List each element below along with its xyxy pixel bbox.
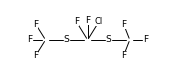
Text: S: S (106, 35, 111, 44)
Text: S: S (64, 35, 69, 44)
Text: F: F (121, 51, 126, 60)
Text: F: F (27, 35, 32, 44)
Text: Cl: Cl (95, 17, 103, 26)
Text: F: F (33, 51, 38, 60)
Text: F: F (33, 20, 38, 29)
Text: F: F (85, 16, 90, 25)
Text: S: S (64, 35, 69, 44)
Text: F: F (74, 17, 79, 26)
Text: S: S (106, 35, 111, 44)
Text: F: F (143, 35, 148, 44)
Text: F: F (121, 20, 126, 29)
